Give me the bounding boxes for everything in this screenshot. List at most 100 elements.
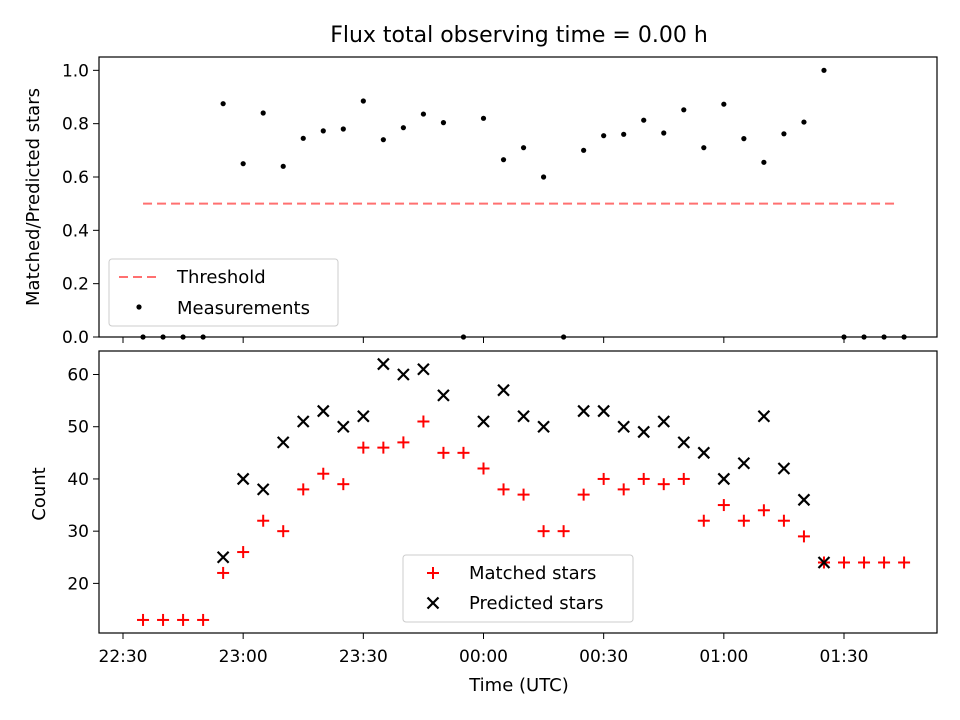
x-tick-label: 01:30	[820, 647, 869, 667]
measurement-point	[781, 131, 787, 137]
measurement-point	[400, 125, 406, 131]
predicted-star-point	[497, 383, 510, 397]
bottom-plot-frame	[98, 350, 938, 634]
matched-star-point	[777, 514, 790, 527]
matched-star-point	[597, 472, 610, 485]
matched-star-point	[157, 613, 170, 626]
predicted-stars-series	[216, 357, 831, 569]
predicted-star-point	[817, 556, 831, 569]
measurement-point	[881, 334, 887, 340]
measurement-point	[300, 135, 306, 141]
matched-star-point	[757, 504, 770, 517]
measurement-point	[260, 110, 266, 116]
x-tick-label: 23:00	[219, 647, 268, 667]
top-legend-box	[108, 258, 339, 327]
measurement-point	[380, 137, 386, 143]
measurement-point	[440, 120, 447, 126]
matched-star-point	[217, 566, 230, 579]
measurement-point	[701, 145, 707, 151]
matched-star-point	[237, 546, 250, 559]
matched-star-point	[878, 556, 891, 569]
predicted-star-point	[397, 368, 410, 381]
predicted-star-point	[677, 436, 691, 449]
matched-star-point	[557, 525, 570, 538]
predicted-star-point	[216, 550, 230, 564]
x-axis-label: Time (UTC)	[468, 675, 569, 696]
predicted-star-point	[717, 472, 731, 486]
matched-star-point	[537, 525, 550, 538]
predicted-star-point	[517, 409, 530, 423]
top-y-tick-label: 0.6	[62, 168, 89, 188]
predicted-star-point	[797, 493, 811, 507]
top-y-tick-label: 0.0	[62, 328, 89, 348]
legend-predicted-swatch	[426, 596, 440, 610]
measurement-point	[540, 174, 547, 180]
legend-matched-label: Matched stars	[469, 563, 596, 584]
measurement-point	[901, 334, 907, 340]
x-tick-label: 01:00	[699, 647, 748, 667]
legend-predicted-label: Predicted stars	[469, 593, 603, 614]
predicted-star-point	[357, 409, 370, 423]
predicted-star-point	[337, 420, 350, 434]
measurement-point	[480, 115, 487, 121]
bottom-y-tick-label: 20	[67, 574, 89, 594]
legend-measurements-swatch	[136, 304, 142, 310]
legend-matched-marker	[427, 567, 439, 579]
measurement-point	[561, 334, 567, 340]
measurement-point	[220, 101, 226, 107]
measurement-point	[340, 126, 346, 132]
bottom-y-tick-label: 30	[67, 522, 89, 542]
matched-star-point	[437, 446, 450, 459]
matched-star-point	[717, 499, 730, 512]
predicted-star-point	[637, 425, 651, 439]
matched-star-point	[797, 530, 810, 543]
measurements-series	[140, 67, 907, 340]
measurement-point	[140, 334, 146, 340]
predicted-star-point	[437, 389, 450, 402]
bottom-legend: Matched stars Predicted stars	[402, 554, 634, 623]
measurement-point	[500, 157, 507, 163]
top-plot-frame	[98, 56, 938, 338]
measurement-point	[841, 334, 847, 340]
predicted-star-point	[697, 446, 711, 460]
top-y-axis: 0.0 0.2 0.4 0.6 0.8 1.0	[62, 61, 99, 348]
matched-star-point	[257, 514, 270, 527]
predicted-star-point	[296, 415, 310, 428]
legend-predicted-marker	[426, 596, 440, 610]
matched-star-point	[737, 514, 750, 527]
top-y-tick-label: 0.4	[62, 221, 89, 241]
bottom-y-tick-label: 50	[67, 418, 89, 438]
x-tick-label: 22:30	[99, 647, 148, 667]
matched-star-point	[197, 613, 210, 626]
measurement-point	[741, 136, 747, 142]
matched-star-point	[417, 415, 430, 428]
measurement-point	[821, 67, 827, 73]
measurement-point	[320, 128, 326, 134]
bottom-y-tick-label: 60	[67, 366, 89, 386]
legend-matched-swatch	[427, 567, 439, 579]
matched-star-point	[657, 478, 670, 491]
top-y-tick-label: 0.2	[62, 275, 89, 295]
measurement-point	[420, 111, 427, 117]
matched-star-point	[697, 514, 710, 527]
top-y-axis-label: Matched/Predicted stars	[23, 88, 44, 306]
measurement-point	[581, 147, 587, 153]
measurement-point	[801, 119, 807, 125]
top-x-ticks	[122, 337, 845, 343]
predicted-star-point	[577, 404, 590, 418]
legend-threshold-label: Threshold	[176, 267, 266, 288]
bottom-y-axis: 20 30 40 50 60	[67, 366, 99, 594]
x-tick-label: 00:30	[579, 647, 628, 667]
legend-measurements-label: Measurements	[177, 298, 310, 319]
measurement-point	[240, 161, 246, 167]
measurement-point	[280, 163, 286, 169]
bottom-y-tick-label: 40	[67, 470, 89, 490]
measurement-point	[160, 334, 166, 340]
matched-star-point	[377, 441, 390, 454]
matched-star-point	[577, 488, 590, 501]
top-y-tick-label: 1.0	[62, 61, 89, 81]
predicted-star-point	[617, 420, 630, 434]
measurement-point	[601, 133, 607, 139]
predicted-star-point	[316, 404, 330, 418]
